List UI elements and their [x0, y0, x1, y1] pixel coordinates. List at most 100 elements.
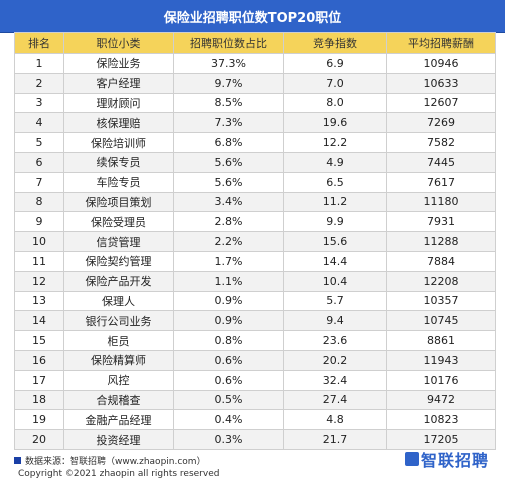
competition-index-cell: 19.6: [283, 112, 387, 134]
table-row: 4 核保理赔 7.3% 19.6 7269: [14, 112, 496, 134]
average-salary-cell: 12208: [386, 270, 496, 292]
competition-index-cell: 23.6: [283, 330, 387, 351]
table-row: 7 车险专员 5.6% 6.5 7617: [14, 171, 496, 193]
posting-share-cell: 0.6%: [173, 369, 284, 391]
table-row: 19 金融产品经理 0.4% 4.8 10823: [14, 409, 496, 431]
competition-index-cell: 11.2: [283, 191, 387, 213]
competition-index-cell: 4.8: [283, 409, 387, 431]
posting-share-cell: 0.8%: [173, 330, 284, 351]
table-row: 3 理财顾问 8.5% 8.0 12607: [14, 92, 496, 114]
posting-share-cell: 9.7%: [173, 72, 284, 94]
average-salary-cell: 7617: [386, 171, 496, 193]
rank-cell: 1: [14, 53, 64, 74]
average-salary-cell: 8861: [386, 330, 496, 351]
data-source-text: 数据来源：智联招聘（www.zhaopin.com）: [25, 457, 206, 467]
competition-index-cell: 15.6: [283, 231, 387, 252]
posting-share-cell: 6.8%: [173, 132, 284, 153]
competition-index-cell: 10.4: [283, 270, 387, 292]
header-rank: 排名: [14, 32, 64, 54]
rank-cell: 6: [14, 151, 64, 173]
job-category-cell: 保险产品开发: [63, 270, 174, 292]
competition-index-cell: 9.4: [283, 310, 387, 332]
job-category-cell: 保险业务: [63, 53, 174, 74]
posting-share-cell: 7.3%: [173, 112, 284, 134]
competition-index-cell: 9.9: [283, 211, 387, 233]
rank-cell: 10: [14, 231, 64, 252]
table-row: 14 银行公司业务 0.9% 9.4 10745: [14, 310, 496, 332]
posting-share-cell: 1.7%: [173, 250, 284, 272]
average-salary-cell: 10357: [386, 290, 496, 312]
table-row: 6 续保专员 5.6% 4.9 7445: [14, 151, 496, 173]
rank-cell: 18: [14, 389, 64, 411]
job-category-cell: 保险培训师: [63, 132, 174, 153]
rank-cell: 14: [14, 310, 64, 332]
table-row: 17 风控 0.6% 32.4 10176: [14, 369, 496, 391]
table-row: 10 信贷管理 2.2% 15.6 11288: [14, 231, 496, 252]
average-salary-cell: 10633: [386, 72, 496, 94]
rank-cell: 15: [14, 330, 64, 351]
posting-share-cell: 5.6%: [173, 171, 284, 193]
competition-index-cell: 12.2: [283, 132, 387, 153]
job-category-cell: 柜员: [63, 330, 174, 351]
posting-share-cell: 0.4%: [173, 409, 284, 431]
table-title: 保险业招聘职位数TOP20职位: [0, 0, 505, 33]
rank-cell: 8: [14, 191, 64, 213]
rank-cell: 4: [14, 112, 64, 134]
competition-index-cell: 6.9: [283, 53, 387, 74]
average-salary-cell: 9472: [386, 389, 496, 411]
job-category-cell: 金融产品经理: [63, 409, 174, 431]
posting-share-cell: 3.4%: [173, 191, 284, 213]
job-category-cell: 投资经理: [63, 429, 174, 450]
table-row: 2 客户经理 9.7% 7.0 10633: [14, 72, 496, 94]
job-category-cell: 保理人: [63, 290, 174, 312]
header-average-salary: 平均招聘薪酬: [386, 32, 496, 54]
rank-cell: 3: [14, 92, 64, 114]
average-salary-cell: 7445: [386, 151, 496, 173]
job-category-cell: 保险精算师: [63, 349, 174, 371]
average-salary-cell: 11943: [386, 349, 496, 371]
rank-cell: 11: [14, 250, 64, 272]
competition-index-cell: 27.4: [283, 389, 387, 411]
rank-cell: 9: [14, 211, 64, 233]
brand-logo: 智联招聘: [405, 447, 489, 471]
table-row: 12 保险产品开发 1.1% 10.4 12208: [14, 270, 496, 292]
average-salary-cell: 7931: [386, 211, 496, 233]
competition-index-cell: 8.0: [283, 92, 387, 114]
posting-share-cell: 0.9%: [173, 290, 284, 312]
competition-index-cell: 6.5: [283, 171, 387, 193]
table-row: 8 保险项目策划 3.4% 11.2 11180: [14, 191, 496, 213]
competition-index-cell: 20.2: [283, 349, 387, 371]
posting-share-cell: 2.8%: [173, 211, 284, 233]
job-category-cell: 保险受理员: [63, 211, 174, 233]
job-category-cell: 车险专员: [63, 171, 174, 193]
average-salary-cell: 10176: [386, 369, 496, 391]
average-salary-cell: 11180: [386, 191, 496, 213]
competition-index-cell: 5.7: [283, 290, 387, 312]
competition-index-cell: 21.7: [283, 429, 387, 450]
average-salary-cell: 11288: [386, 231, 496, 252]
logo-text: 智联招聘: [421, 451, 490, 470]
rank-cell: 5: [14, 132, 64, 153]
posting-share-cell: 5.6%: [173, 151, 284, 173]
copyright-text: Copyright ©2021 zhaopin all rights reser…: [18, 469, 220, 479]
rank-cell: 16: [14, 349, 64, 371]
ranking-table: 排名 职位小类 招聘职位数占比 竞争指数 平均招聘薪酬 1 保险业务 37.3% 6.…: [14, 32, 496, 450]
posting-share-cell: 0.5%: [173, 389, 284, 411]
rank-cell: 19: [14, 409, 64, 431]
job-category-cell: 银行公司业务: [63, 310, 174, 332]
average-salary-cell: 7269: [386, 112, 496, 134]
average-salary-cell: 17205: [386, 429, 496, 450]
rank-cell: 13: [14, 290, 64, 312]
rank-cell: 12: [14, 270, 64, 292]
average-salary-cell: 10946: [386, 53, 496, 74]
rank-cell: 17: [14, 369, 64, 391]
data-source-note: 数据来源：智联招聘（www.zhaopin.com）: [14, 454, 206, 467]
table-row: 15 柜员 0.8% 23.6 8861: [14, 330, 496, 351]
average-salary-cell: 12607: [386, 92, 496, 114]
job-category-cell: 客户经理: [63, 72, 174, 94]
job-category-cell: 保险契约管理: [63, 250, 174, 272]
posting-share-cell: 1.1%: [173, 270, 284, 292]
posting-share-cell: 0.9%: [173, 310, 284, 332]
job-category-cell: 理财顾问: [63, 92, 174, 114]
posting-share-cell: 0.3%: [173, 429, 284, 450]
